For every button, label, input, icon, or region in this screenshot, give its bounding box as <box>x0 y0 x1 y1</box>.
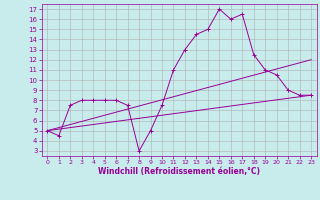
X-axis label: Windchill (Refroidissement éolien,°C): Windchill (Refroidissement éolien,°C) <box>98 167 260 176</box>
